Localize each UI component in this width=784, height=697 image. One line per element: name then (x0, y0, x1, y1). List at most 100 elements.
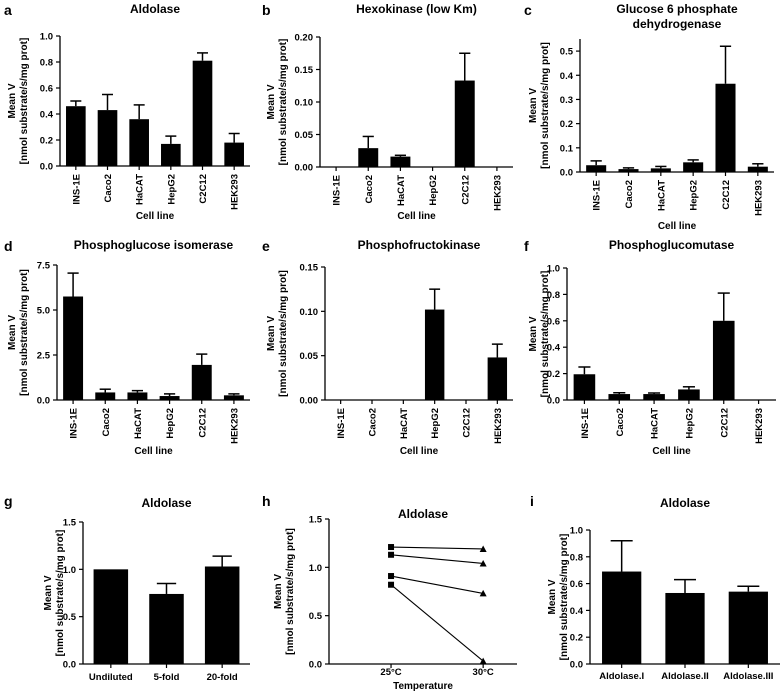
panel-letter: a (4, 2, 12, 18)
y-tick-label: 0.4 (570, 606, 584, 617)
x-tick-label: Aldolase.II (661, 671, 709, 682)
x-tick-label: INS-1E (71, 174, 82, 205)
y-axis-label-units: [nmol substrate/s/mg prot] (540, 271, 551, 398)
y-tick-label: 0.0 (570, 660, 583, 671)
y-axis-label: Mean V (528, 88, 539, 123)
y-tick-label: 0.8 (547, 290, 560, 301)
x-tick-label: HaCAT (656, 180, 667, 211)
bar (191, 364, 212, 400)
chart-d: Phosphoglucose isomerase 0.0 2.5 5.0 7.5 Mean… (7, 238, 250, 457)
y-axis-label-units: [nmol substrate/s/mg prot] (19, 38, 30, 165)
y-tick-label: 0.2 (547, 369, 560, 380)
y-tick-label: 0.4 (547, 343, 561, 354)
bar (127, 392, 148, 400)
x-axis-label: Cell line (400, 446, 439, 457)
bar (95, 392, 116, 400)
panel-letter: i (530, 493, 534, 509)
bar (665, 592, 705, 664)
bar (487, 357, 508, 400)
y-tick-label: 0.0 (560, 168, 573, 179)
bar (715, 83, 736, 172)
x-tick-label: HEK293 (493, 408, 504, 444)
bar (643, 394, 665, 400)
y-tick-label: 0.15 (300, 263, 319, 274)
chart-title: Phosphofructokinase (358, 238, 481, 252)
y-tick-label: 0.8 (40, 58, 53, 69)
y-tick-label: 0.5 (560, 47, 574, 58)
bar (618, 169, 639, 172)
x-tick-label: Caco2 (615, 408, 626, 437)
y-axis-label: Mean V (528, 316, 539, 351)
bar (454, 80, 475, 167)
x-tick-label: C2C12 (462, 408, 473, 438)
bar (650, 168, 671, 172)
square-marker (388, 544, 395, 551)
chart-title-line2: dehydrogenase (633, 17, 722, 31)
x-tick-label: Aldolase.I (599, 671, 644, 682)
panel-letter: d (4, 238, 13, 254)
chart-title: Hexokinase (low Km) (356, 2, 477, 16)
y-axis-label-units: [nmol substrate/s/mg prot] (55, 530, 66, 657)
x-tick-label: INS-1E (336, 408, 347, 439)
panel-f: f Phosphoglucomutase 0.0 0.2 0.4 0.6 0.8 1.0 Me… (524, 230, 784, 465)
x-tick-label: INS-1E (332, 175, 343, 206)
x-tick-label: HepG2 (166, 174, 177, 205)
x-tick-label: Aldolase.III (723, 671, 773, 682)
triangle-marker (479, 545, 487, 552)
y-tick-label: 1.0 (570, 526, 583, 537)
x-tick-label: HEK293 (754, 408, 765, 444)
y-tick-label: 1.5 (309, 515, 323, 526)
chart-h: Aldolase 0.0 0.5 1.0 1.5 Mean V [nmol substrat… (273, 507, 517, 692)
y-tick-label: 1.0 (63, 565, 76, 576)
triangle-marker (479, 657, 487, 665)
series-line (390, 554, 484, 565)
y-axis-label-units: [nmol substrate/s/mg prot] (559, 534, 570, 661)
y-tick-label: 0.20 (295, 33, 314, 44)
x-axis-label: Cell line (652, 446, 691, 457)
x-axis-label: Temperature (393, 681, 453, 692)
bar (223, 395, 244, 400)
panel-i: i Aldolase 0.0 0.2 0.4 0.6 0.8 1.0 Mean V [nmol … (524, 490, 784, 692)
x-tick-label: HaCAT (135, 174, 146, 205)
bar (224, 142, 244, 166)
y-axis-label-units: [nmol substrate/s/mg prot] (278, 39, 289, 166)
bar (608, 394, 631, 400)
y-tick-label: 0.1 (560, 143, 574, 154)
x-tick-label: INS-1E (69, 408, 80, 439)
chart-g: Aldolase 0.0 0.5 1.0 1.5 Mean V [nmol substrat… (43, 496, 250, 683)
y-tick-label: 0.6 (547, 316, 560, 327)
x-tick-label: HaCAT (133, 408, 144, 439)
panel-a: a Aldolase 0.0 0.2 0.4 0.6 0.8 1.0 Mean V [nmol … (0, 0, 262, 230)
chart-title: Aldolase (141, 496, 191, 510)
chart-f: Phosphoglucomutase 0.0 0.2 0.4 0.6 0.8 1.0 Mean… (528, 238, 776, 457)
y-tick-label: 2.5 (37, 351, 51, 362)
y-axis-label-units: [nmol substrate/s/mg prot] (278, 270, 289, 397)
y-tick-label: 0.3 (560, 95, 573, 106)
panel-h: h Aldolase 0.0 0.5 1.0 1.5 Mean V [nmol substr… (262, 490, 524, 692)
y-axis-label: Mean V (266, 84, 277, 119)
y-tick-label: 0.10 (295, 98, 314, 109)
y-axis-label-units: [nmol substrate/s/mg prot] (285, 528, 296, 655)
x-tick-label: C2C12 (721, 180, 732, 210)
y-tick-label: 0.5 (309, 611, 323, 622)
x-tick-label: HepG2 (165, 408, 176, 439)
y-tick-label: 0.10 (300, 307, 319, 318)
y-tick-label: 0.00 (300, 396, 319, 407)
square-marker (388, 551, 395, 558)
bar (586, 165, 607, 172)
y-tick-label: 0.2 (560, 119, 573, 130)
y-tick-label: 0.0 (37, 396, 50, 407)
y-tick-label: 0.5 (63, 612, 77, 623)
y-axis-label: Mean V (547, 579, 558, 614)
panel-g: g Aldolase 0.0 0.5 1.0 1.5 Mean V [nmol substr… (0, 490, 262, 692)
x-tick-label: Caco2 (364, 175, 375, 204)
panel-letter: h (262, 493, 271, 509)
x-tick-label: C2C12 (719, 408, 730, 438)
chart-b: Hexokinase (low Km) 0.00 0.05 0.10 0.15 0.20 M… (266, 2, 513, 222)
x-tick-label: Caco2 (103, 174, 114, 203)
x-tick-label: HepG2 (689, 180, 700, 211)
x-axis-label: Cell line (136, 211, 175, 222)
chart-title: Phosphoglucose isomerase (74, 238, 234, 252)
x-tick-label: 30°C (473, 667, 494, 678)
